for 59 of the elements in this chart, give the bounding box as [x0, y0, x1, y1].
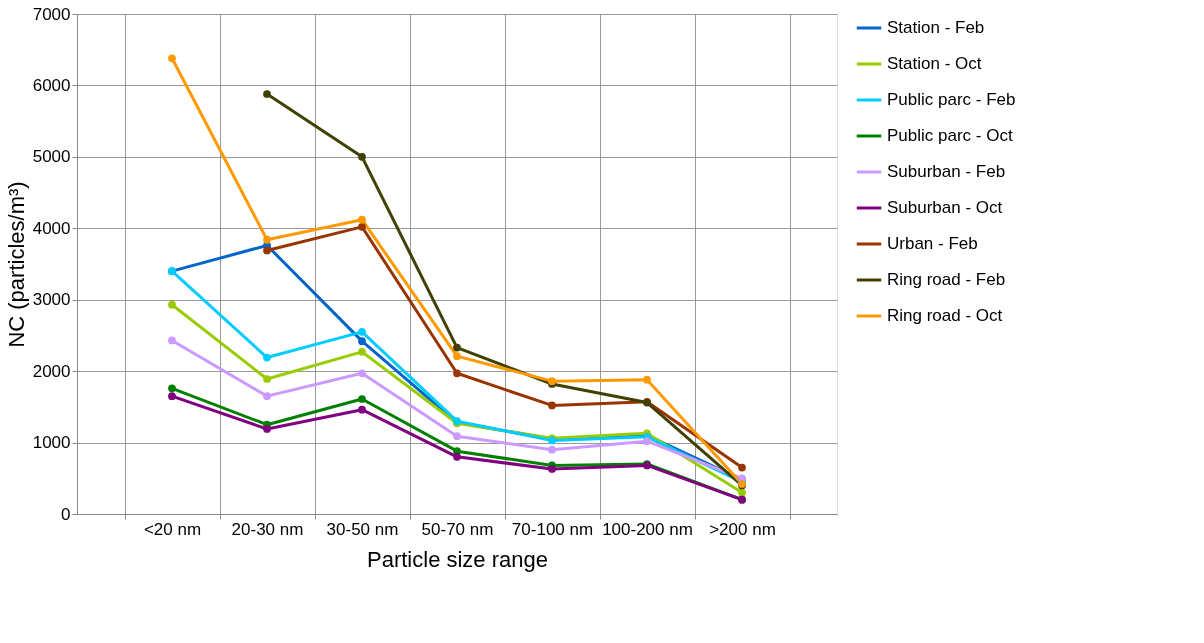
- point: [358, 215, 366, 224]
- x-tick-label: 50-70 nm: [421, 519, 494, 539]
- y-tick-label: 2000: [32, 361, 71, 381]
- y-tick-label: 6000: [32, 75, 71, 95]
- x-tick-label: 20-30 nm: [231, 519, 304, 539]
- point: [168, 392, 176, 401]
- y-tick-label: 1000: [32, 433, 71, 453]
- point: [453, 352, 461, 361]
- point: [358, 337, 366, 346]
- legend-label: Ring road - Oct: [887, 306, 1003, 325]
- point: [453, 369, 461, 378]
- legend-label: Station - Oct: [887, 54, 982, 73]
- y-tick-label: 3000: [32, 290, 71, 310]
- point: [453, 432, 461, 441]
- legend-label: Suburban - Feb: [887, 162, 1006, 181]
- x-tick-label: 30-50 nm: [326, 519, 399, 539]
- legend-label: Urban - Feb: [887, 234, 978, 253]
- point: [263, 353, 271, 362]
- point: [548, 445, 556, 454]
- y-tick-label: 7000: [32, 4, 71, 24]
- point: [358, 222, 366, 231]
- point: [358, 327, 366, 336]
- point: [643, 375, 651, 384]
- legend-label: Public parc - Feb: [887, 90, 1016, 109]
- y-tick-label: 5000: [32, 147, 71, 167]
- x-tick-label: 70-100 nm: [511, 519, 594, 539]
- point: [263, 425, 271, 433]
- legend-label: Suburban - Oct: [887, 198, 1003, 217]
- x-tick-label: 100-200 nm: [602, 519, 693, 539]
- point: [738, 488, 746, 497]
- point: [548, 465, 556, 473]
- point: [263, 246, 271, 255]
- point: [358, 347, 366, 356]
- point: [358, 369, 366, 378]
- x-tick-label: >200 nm: [709, 519, 776, 539]
- point: [358, 395, 366, 403]
- point: [643, 437, 651, 446]
- y-axis-title: NC (particles/m³): [3, 181, 29, 348]
- point: [263, 392, 271, 401]
- legend-label: Station - Feb: [887, 18, 985, 37]
- x-tick-label: <20 nm: [143, 519, 202, 539]
- point: [358, 405, 366, 414]
- point: [548, 401, 556, 410]
- y-tick-label: 0: [61, 504, 71, 524]
- point: [263, 235, 271, 244]
- point: [168, 300, 176, 309]
- point: [168, 54, 176, 63]
- y-tick-label: 4000: [32, 218, 71, 238]
- point: [168, 384, 176, 393]
- point: [453, 343, 461, 352]
- point: [738, 463, 746, 472]
- point: [358, 152, 366, 161]
- point: [453, 452, 461, 461]
- x-axis-title: Particle size range: [367, 546, 548, 572]
- point: [263, 90, 271, 98]
- point: [263, 375, 271, 383]
- legend-label: Ring road - Feb: [887, 270, 1006, 289]
- legend-label: Public parc - Oct: [887, 126, 1013, 145]
- point: [168, 336, 176, 345]
